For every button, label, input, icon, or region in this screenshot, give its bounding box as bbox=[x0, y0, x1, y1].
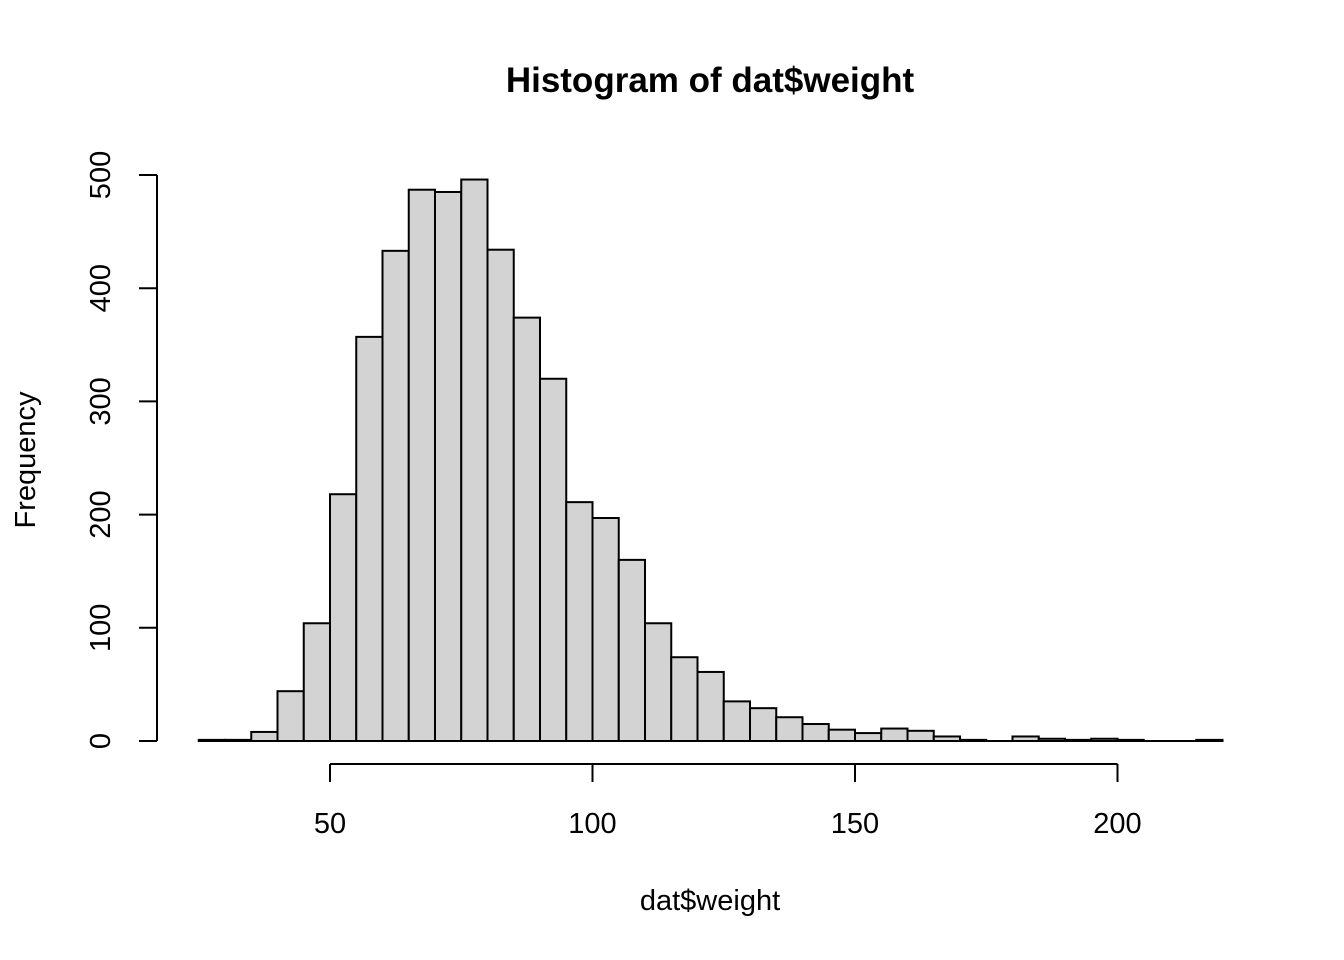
y-tick-label: 200 bbox=[85, 490, 117, 538]
histogram-bar bbox=[1011, 735, 1040, 742]
histogram-bar bbox=[591, 517, 620, 742]
x-tick-label: 150 bbox=[831, 808, 879, 840]
y-tick-label: 400 bbox=[85, 264, 117, 312]
x-tick-label: 200 bbox=[1093, 808, 1141, 840]
histogram-bar bbox=[827, 728, 856, 742]
histogram-bar bbox=[959, 738, 988, 742]
histogram-bar bbox=[696, 670, 725, 743]
histogram-bar bbox=[250, 730, 279, 743]
histogram-bar bbox=[1195, 738, 1224, 742]
histogram-bar bbox=[749, 707, 778, 742]
histogram-bar bbox=[329, 493, 358, 742]
y-tick-label: 300 bbox=[85, 377, 117, 425]
x-axis: 50 100 150 200 bbox=[314, 763, 1142, 840]
histogram-bar bbox=[434, 190, 463, 743]
histogram-bar bbox=[565, 501, 594, 742]
histogram-bar bbox=[1037, 737, 1066, 742]
y-axis-label: Frequency bbox=[10, 391, 42, 529]
histogram-bar bbox=[670, 656, 699, 742]
bars-group bbox=[197, 178, 1224, 743]
histogram-bar bbox=[460, 178, 489, 742]
histogram-bar bbox=[854, 732, 883, 743]
histogram-bar bbox=[801, 723, 830, 743]
y-axis: 0 100 200 300 400 500 bbox=[85, 151, 158, 749]
histogram-bar bbox=[355, 335, 384, 742]
histogram-bar bbox=[512, 316, 541, 742]
histogram-bar bbox=[880, 727, 909, 742]
histogram-bar bbox=[722, 700, 751, 743]
y-tick-label: 100 bbox=[85, 604, 117, 652]
chart-title: Histogram of dat$weight bbox=[506, 61, 915, 100]
histogram-bar bbox=[407, 188, 436, 743]
x-tick-label: 100 bbox=[568, 808, 616, 840]
histogram-bar bbox=[775, 716, 804, 742]
histogram-bar bbox=[539, 377, 568, 742]
histogram-bar bbox=[1064, 738, 1093, 742]
histogram-bar bbox=[381, 249, 410, 742]
histogram-bar bbox=[1090, 737, 1119, 742]
y-tick-label: 0 bbox=[85, 733, 117, 749]
histogram-bar bbox=[617, 558, 646, 742]
histogram-bar bbox=[302, 622, 331, 743]
x-axis-label: dat$weight bbox=[640, 885, 780, 917]
histogram-bar bbox=[906, 729, 935, 742]
x-tick-label: 50 bbox=[314, 808, 346, 840]
histogram-bar bbox=[932, 735, 961, 742]
histogram-bar bbox=[486, 248, 515, 743]
histogram-bar bbox=[644, 622, 673, 743]
y-tick-label: 500 bbox=[85, 151, 117, 199]
histogram-bar bbox=[197, 738, 226, 742]
histogram-bar bbox=[224, 738, 253, 742]
histogram-bar bbox=[276, 690, 305, 743]
histogram-bar bbox=[1116, 738, 1145, 742]
